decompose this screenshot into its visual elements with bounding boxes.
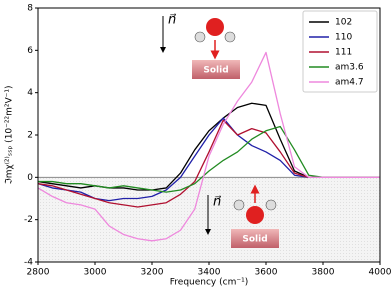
legend-label: 110	[335, 33, 352, 43]
solid-label: Solid	[203, 66, 228, 76]
solid-region	[38, 177, 380, 262]
hydrogen	[194, 31, 206, 43]
legend-label: 102	[335, 18, 352, 28]
x-tick-label: 3800	[312, 268, 335, 278]
legend-box	[302, 10, 378, 93]
x-tick-label: 3000	[84, 268, 107, 278]
y-tick-label: 0	[27, 173, 33, 183]
series-line	[37, 51, 380, 242]
x-tick-label: 4000	[369, 268, 392, 278]
legend-label: 111	[335, 48, 352, 58]
y-tick-label: -4	[24, 258, 33, 268]
legend-label: am3.6	[335, 63, 364, 73]
solid-box	[192, 60, 240, 79]
hydrogen	[265, 199, 277, 211]
x-tick-label: 2800	[27, 268, 50, 278]
oxygen	[206, 18, 224, 36]
y-tick-label: -2	[24, 215, 33, 225]
y-tick-label: 8	[27, 4, 33, 14]
x-tick-label: 3400	[198, 268, 221, 278]
y-axis-label: ℑmχ⁽²⁾ₛₛₚ (10⁻²²m²V⁻¹)	[5, 85, 15, 184]
y-tick-label: 2	[27, 131, 33, 141]
legend-label: am4.7	[335, 78, 364, 88]
solid-box	[231, 229, 279, 248]
y-tick-label: 6	[27, 46, 33, 56]
x-axis-label: Frequency (cm⁻¹)	[170, 278, 248, 288]
normal-label: n⃗	[213, 195, 221, 210]
hydrogen	[224, 31, 236, 43]
normal-label: n⃗	[168, 13, 176, 28]
solid-label: Solid	[242, 235, 267, 245]
y-tick-label: 4	[27, 88, 33, 98]
x-tick-label: 3200	[141, 268, 164, 278]
oxygen	[246, 206, 264, 224]
x-tick-label: 3600	[255, 268, 278, 278]
hydrogen	[233, 199, 245, 211]
